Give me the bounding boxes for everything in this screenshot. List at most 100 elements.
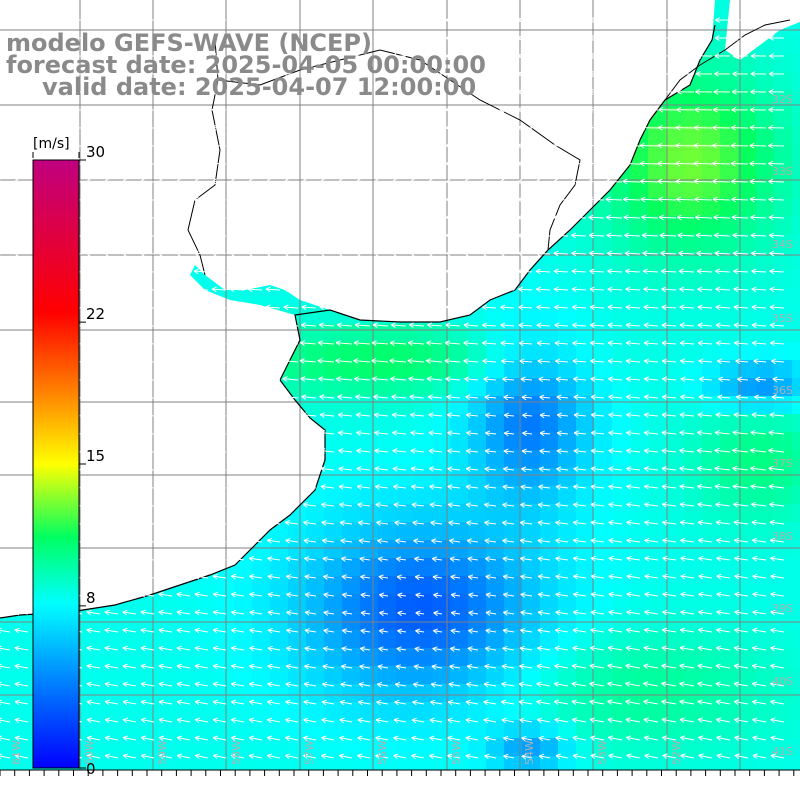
wind-arrow: [194, 735, 209, 742]
wind-arrow: [770, 340, 785, 347]
wind-arrow: [481, 124, 497, 131]
wind-arrow: [265, 106, 281, 113]
wind-arrow: [357, 717, 371, 724]
lat-label: 39S: [772, 602, 793, 615]
wind-arrow: [730, 178, 749, 185]
wind-arrow: [104, 501, 119, 508]
wind-arrow: [301, 304, 317, 311]
wind-arrow: [409, 142, 425, 149]
wind-arrow: [342, 610, 353, 616]
wind-arrow: [211, 124, 227, 131]
wind-arrow: [122, 735, 137, 742]
wind-arrow: [503, 448, 515, 455]
wind-arrow: [360, 592, 371, 599]
wind-arrow: [193, 106, 209, 113]
wind-arrow: [643, 627, 659, 634]
wind-arrow: [535, 53, 551, 59]
wind-arrow: [229, 214, 245, 221]
wind-arrow: [519, 358, 533, 365]
wind-arrow: [194, 663, 209, 670]
wind-arrow: [175, 160, 191, 167]
wind-arrow: [572, 537, 587, 544]
wind-arrow: [641, 214, 659, 221]
wind-arrow: [103, 376, 119, 382]
wind-arrow: [340, 664, 353, 670]
wind-arrow: [695, 88, 713, 95]
wind-arrow: [485, 574, 497, 580]
wind-arrow: [661, 663, 677, 670]
wind-arrow: [285, 663, 299, 670]
wind-arrow: [193, 232, 209, 239]
wind-arrow: [712, 106, 731, 113]
wind-arrow: [589, 304, 605, 311]
wind-arrow: [211, 53, 227, 59]
wind-arrow: [140, 663, 155, 670]
wind-arrow: [481, 286, 497, 293]
wind-arrow: [427, 322, 443, 329]
wind-arrow: [482, 304, 497, 311]
wind-arrow: [539, 448, 551, 455]
wind-arrow: [248, 699, 263, 706]
wind-arrow: [445, 196, 461, 203]
lat-label: 40S: [772, 675, 793, 688]
wind-arrow: [555, 484, 569, 490]
wind-arrow: [483, 699, 497, 706]
wind-arrow: [322, 556, 335, 562]
wind-arrow: [518, 286, 533, 293]
wind-arrow: [13, 35, 29, 41]
lat-label: 34S: [772, 238, 793, 251]
wind-arrow: [730, 124, 749, 131]
wind-arrow: [212, 681, 227, 688]
wind-arrow: [445, 17, 461, 23]
wind-arrow: [247, 286, 263, 293]
wind-arrow: [229, 142, 245, 149]
wind-arrow: [212, 466, 227, 472]
wind-arrow: [229, 286, 245, 293]
wind-arrow: [409, 106, 425, 113]
wind-arrow: [518, 681, 533, 688]
wind-arrow: [571, 663, 587, 670]
wind-arrow: [770, 663, 785, 670]
wind-arrow: [194, 484, 209, 490]
wind-arrow: [157, 322, 173, 329]
wind-arrow: [373, 412, 389, 418]
wind-arrow: [732, 465, 749, 472]
wind-arrow: [158, 681, 173, 688]
wind-arrow: [716, 573, 731, 580]
wind-arrow: [283, 53, 299, 59]
wind-arrow: [13, 322, 29, 329]
wind-arrow: [520, 610, 533, 616]
wind-arrow: [607, 304, 623, 311]
wind-arrow: [284, 466, 299, 472]
wind-arrow: [283, 394, 299, 400]
wind-arrow: [714, 53, 731, 59]
wind-arrow: [698, 753, 713, 759]
wind-arrow: [301, 394, 317, 400]
wind-arrow: [445, 71, 461, 77]
wind-arrow: [211, 17, 227, 23]
wind-arrow: [176, 717, 191, 724]
wind-arrow: [644, 573, 659, 580]
wind-arrow: [67, 106, 83, 113]
wind-arrow: [265, 304, 281, 311]
wind-arrow: [139, 304, 155, 311]
wind-arrow: [608, 591, 623, 598]
wind-arrow: [539, 430, 551, 437]
wind-arrow: [431, 538, 443, 544]
wind-arrow: [139, 89, 155, 95]
wind-arrow: [103, 358, 119, 364]
wind-arrow: [573, 412, 587, 419]
colorbar-tick: 0: [79, 760, 96, 778]
wind-arrow: [355, 17, 371, 23]
wind-arrow: [13, 106, 29, 113]
wind-arrow: [623, 89, 641, 95]
wind-arrow: [751, 663, 767, 670]
wind-arrow: [121, 53, 137, 59]
wind-arrow: [520, 592, 533, 598]
wind-arrow: [391, 286, 407, 293]
wind-arrow: [449, 664, 461, 670]
wind-arrow: [212, 699, 227, 706]
wind-arrow: [626, 627, 641, 634]
wind-arrow: [230, 430, 245, 436]
wind-arrow: [679, 286, 695, 293]
